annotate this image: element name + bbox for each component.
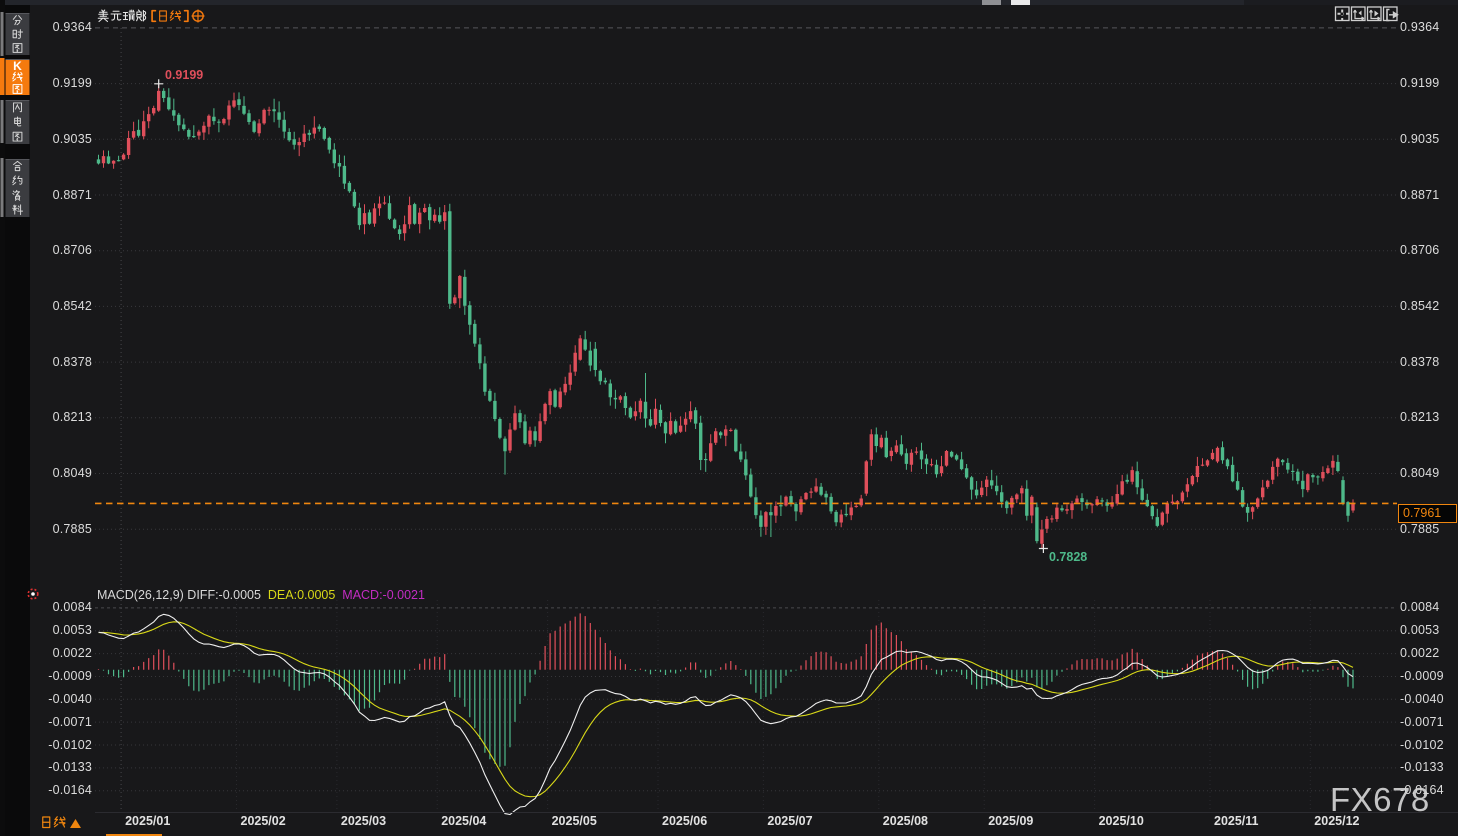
svg-text:K: K — [13, 59, 22, 73]
